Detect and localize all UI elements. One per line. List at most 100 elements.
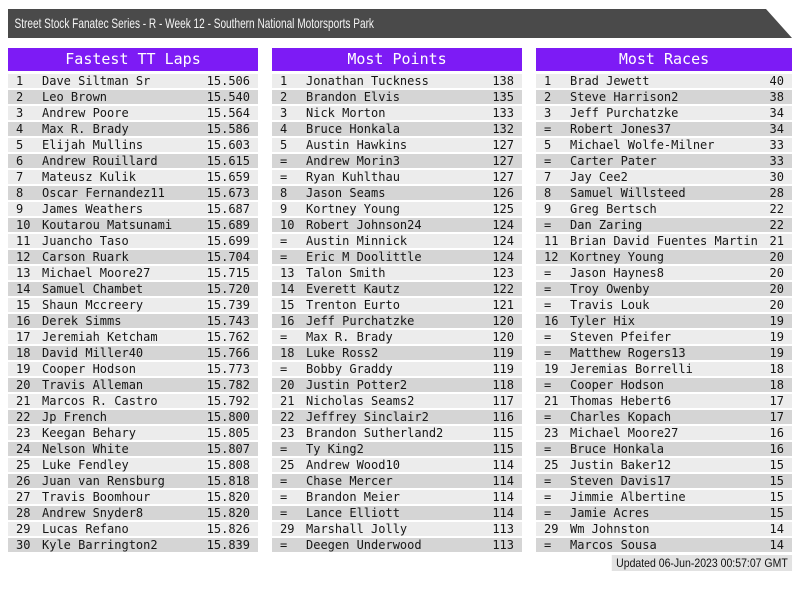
rank-cell: 16: [16, 314, 31, 328]
value-cell: 121: [492, 298, 514, 312]
value-cell: 119: [492, 346, 514, 360]
table-row: 28 Andrew Snyder8 15.820: [8, 506, 258, 520]
name-cell: Steven Pfeifer: [570, 330, 672, 344]
value-cell: 15.615: [206, 154, 250, 168]
name-cell: Oscar Fernandez11: [42, 186, 165, 200]
name-cell: Steven Davis17: [570, 474, 672, 488]
value-cell: 114: [492, 474, 514, 488]
rank-cell: =: [280, 362, 288, 376]
table-row: 22 Jp French 15.800: [8, 410, 258, 424]
name-cell: Travis Boomhour: [42, 490, 151, 504]
table-row: 5 Austin Hawkins 127: [272, 138, 522, 152]
rank-cell: 15: [16, 298, 31, 312]
table-row: 13 Michael Moore27 15.715: [8, 266, 258, 280]
table-row: = Chase Mercer 114: [272, 474, 522, 488]
rank-cell: 14: [16, 282, 31, 296]
updated-timestamp: Updated 06-Jun-2023 00:57:07 GMT: [611, 555, 792, 571]
rank-cell: =: [544, 330, 552, 344]
table-row: = Ryan Kuhlthau 127: [272, 170, 522, 184]
name-cell: Marshall Jolly: [306, 522, 408, 536]
rank-cell: 4: [280, 122, 288, 136]
name-cell: Cooper Hodson: [570, 378, 664, 392]
name-cell: Greg Bertsch: [570, 202, 657, 216]
name-cell: Marcos R. Castro: [42, 394, 158, 408]
table-row: 29 Lucas Refano 15.826: [8, 522, 258, 536]
rank-cell: 23: [280, 426, 295, 440]
table-row: 20 Justin Potter2 118: [272, 378, 522, 392]
name-cell: Austin Minnick: [306, 234, 408, 248]
table-row: 5 Elijah Mullins 15.603: [8, 138, 258, 152]
leaderboard-rows: 1 Brad Jewett 40 2 Steve Harrison2 38 3 Jeff Pu…: [536, 74, 792, 552]
rank-cell: 29: [544, 522, 559, 536]
name-cell: Lance Elliott: [306, 506, 400, 520]
rank-cell: 28: [16, 506, 31, 520]
table-row: 1 Dave Siltman Sr 15.506: [8, 74, 258, 88]
rank-cell: 29: [280, 522, 295, 536]
name-cell: Robert Johnson24: [306, 218, 422, 232]
rank-cell: =: [544, 474, 552, 488]
value-cell: 127: [492, 170, 514, 184]
table-row: = Andrew Morin3 127: [272, 154, 522, 168]
leaderboard-most-races: Most Races 1 Brad Jewett 40 2 Steve Harrison…: [536, 48, 792, 554]
table-row: 23 Brandon Sutherland2 115: [272, 426, 522, 440]
table-row: 23 Michael Moore27 16: [536, 426, 792, 440]
name-cell: Max R. Brady: [306, 330, 393, 344]
table-row: 16 Tyler Hix 19: [536, 314, 792, 328]
name-cell: Jeff Purchatzke: [570, 106, 679, 120]
table-row: = Charles Kopach 17: [536, 410, 792, 424]
name-cell: Jason Haynes8: [570, 266, 664, 280]
rank-cell: 23: [16, 426, 31, 440]
rank-cell: =: [544, 266, 552, 280]
rank-cell: =: [544, 122, 552, 136]
value-cell: 33: [769, 138, 784, 152]
name-cell: Justin Potter2: [306, 378, 408, 392]
name-cell: Jeffrey Sinclair2: [306, 410, 429, 424]
name-cell: Jimmie Albertine: [570, 490, 686, 504]
value-cell: 15.704: [206, 250, 250, 264]
board-title: Most Races: [536, 48, 792, 71]
rank-cell: 9: [16, 202, 24, 216]
rank-cell: 2: [544, 90, 552, 104]
name-cell: Andrew Snyder8: [42, 506, 144, 520]
table-row: 27 Travis Boomhour 15.820: [8, 490, 258, 504]
table-row: 24 Nelson White 15.807: [8, 442, 258, 456]
value-cell: 20: [769, 282, 784, 296]
name-cell: Travis Alleman: [42, 378, 144, 392]
table-row: 26 Juan van Rensburg 15.818: [8, 474, 258, 488]
value-cell: 20: [769, 266, 784, 280]
value-cell: 15.586: [206, 122, 250, 136]
value-cell: 15.762: [206, 330, 250, 344]
table-row: 14 Samuel Chambet 15.720: [8, 282, 258, 296]
value-cell: 114: [492, 458, 514, 472]
rank-cell: =: [544, 298, 552, 312]
rank-cell: 24: [16, 442, 31, 456]
rank-cell: 30: [16, 538, 31, 552]
value-cell: 18: [769, 378, 784, 392]
name-cell: Travis Louk: [570, 298, 650, 312]
table-row: 23 Keegan Behary 15.805: [8, 426, 258, 440]
rank-cell: 7: [544, 170, 552, 184]
value-cell: 119: [492, 362, 514, 376]
rank-cell: 5: [544, 138, 552, 152]
value-cell: 18: [769, 362, 784, 376]
name-cell: Wm Johnston: [570, 522, 650, 536]
value-cell: 123: [492, 266, 514, 280]
table-row: 5 Michael Wolfe-Milner 33: [536, 138, 792, 152]
value-cell: 15.659: [206, 170, 250, 184]
rank-cell: 9: [280, 202, 288, 216]
rank-cell: =: [544, 538, 552, 552]
value-cell: 126: [492, 186, 514, 200]
rank-cell: =: [544, 506, 552, 520]
value-cell: 15.807: [206, 442, 250, 456]
rank-cell: 22: [280, 410, 295, 424]
value-cell: 133: [492, 106, 514, 120]
rank-cell: =: [280, 154, 288, 168]
name-cell: Andrew Poore: [42, 106, 129, 120]
table-row: 1 Brad Jewett 40: [536, 74, 792, 88]
table-row: 2 Steve Harrison2 38: [536, 90, 792, 104]
name-cell: Dave Siltman Sr: [42, 74, 151, 88]
value-cell: 15.715: [206, 266, 250, 280]
table-row: 25 Andrew Wood10 114: [272, 458, 522, 472]
rank-cell: 21: [544, 394, 559, 408]
table-row: 14 Everett Kautz 122: [272, 282, 522, 296]
